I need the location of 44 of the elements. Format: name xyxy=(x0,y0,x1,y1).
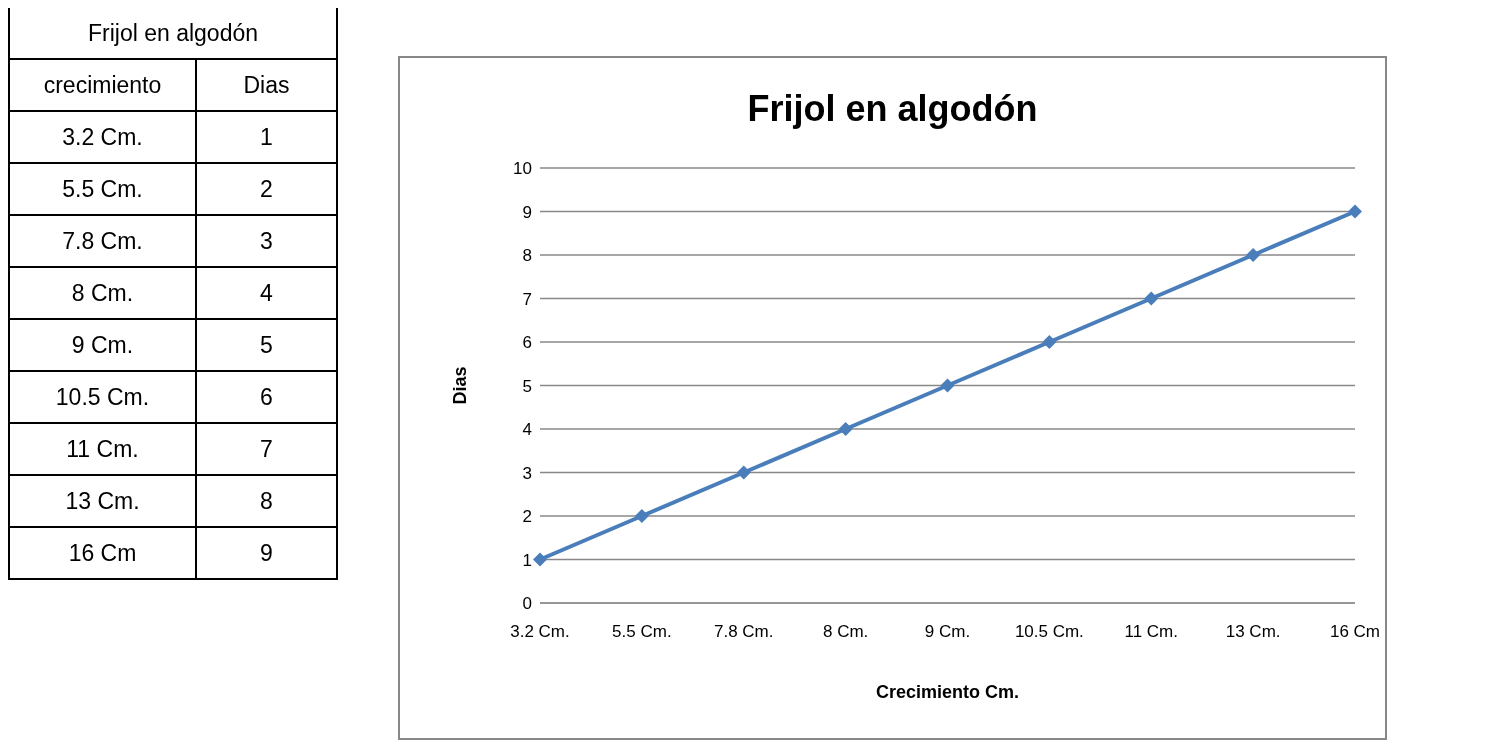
x-tick-label: 13 Cm. xyxy=(1225,622,1281,642)
text: 2 xyxy=(196,163,337,215)
text: crecimiento xyxy=(9,59,196,111)
y-tick-label: 3 xyxy=(522,463,532,483)
y-tick-label: 7 xyxy=(522,289,532,309)
y-axis-title: Dias xyxy=(450,366,471,405)
text: 4 xyxy=(196,267,337,319)
text: 1 xyxy=(196,111,337,163)
text: 10.5 Cm. xyxy=(9,371,196,423)
x-tick-label: 10.5 Cm. xyxy=(1014,622,1084,642)
text: Dias xyxy=(196,59,337,111)
x-tick-label: 7.8 Cm. xyxy=(713,622,774,642)
x-tick-label: 9 Cm. xyxy=(924,622,971,642)
y-tick-label: 0 xyxy=(522,594,532,614)
text: 8 xyxy=(196,475,337,527)
y-tick-label: 4 xyxy=(522,420,532,440)
text: 13 Cm. xyxy=(9,475,196,527)
y-tick-label: 10 xyxy=(513,159,532,179)
text: 16 Cm xyxy=(9,527,196,579)
text: 3.2 Cm. xyxy=(9,111,196,163)
y-tick-label: 2 xyxy=(522,507,532,527)
x-tick-label: 16 Cm xyxy=(1329,622,1381,642)
y-tick-label: 5 xyxy=(522,376,532,396)
text: 5.5 Cm. xyxy=(9,163,196,215)
text: 5 xyxy=(196,319,337,371)
y-tick-label: 6 xyxy=(522,333,532,353)
x-tick-label: 11 Cm. xyxy=(1124,622,1179,642)
text: 7.8 Cm. xyxy=(9,215,196,267)
chart-title: Frijol en algodón xyxy=(746,88,1039,130)
y-tick-label: 9 xyxy=(522,202,532,222)
text: 9 xyxy=(196,527,337,579)
text: 8 Cm. xyxy=(9,267,196,319)
text: 11 Cm. xyxy=(9,423,196,475)
x-tick-label: 3.2 Cm. xyxy=(510,622,570,642)
text: Frijol en algodón xyxy=(9,8,337,59)
text: 7 xyxy=(196,423,337,475)
y-tick-label: 8 xyxy=(522,246,532,266)
x-tick-label: 8 Cm. xyxy=(822,622,869,642)
y-tick-label: 1 xyxy=(522,550,532,570)
text: 9 Cm. xyxy=(9,319,196,371)
x-tick-label: 5.5 Cm. xyxy=(612,622,672,642)
text: 6 xyxy=(196,371,337,423)
text: 3 xyxy=(196,215,337,267)
x-axis-title: Crecimiento Cm. xyxy=(875,682,1020,702)
